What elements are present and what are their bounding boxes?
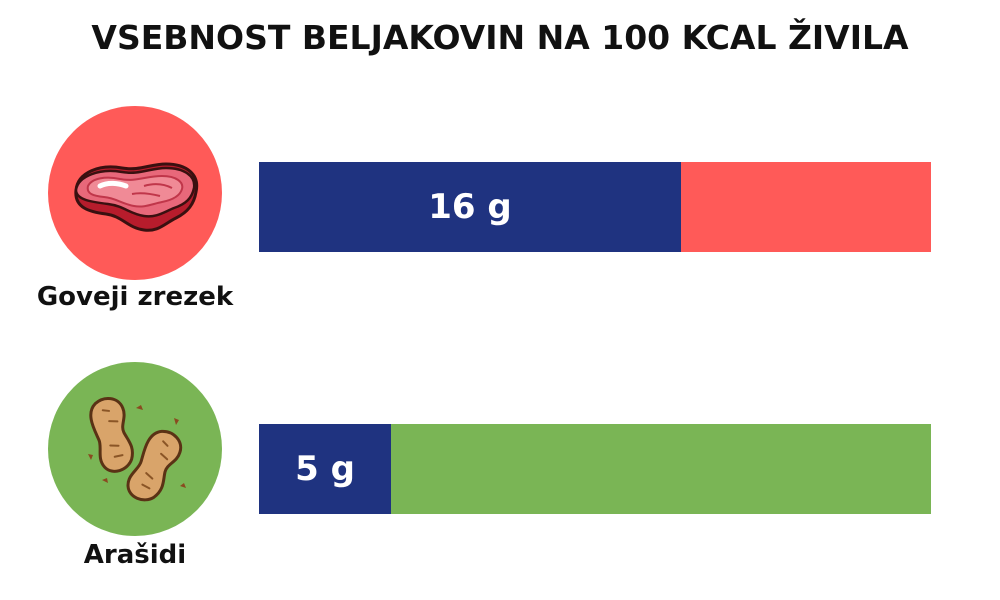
bar-row-beef: Goveji zrezek 16 g	[0, 106, 1000, 316]
bar	[259, 162, 681, 252]
bar-track: 16 g	[259, 162, 931, 252]
bar-row-peanuts: Arašidi 5 g	[0, 362, 1000, 582]
data-label: 16 g	[428, 187, 512, 227]
steak-icon	[48, 106, 222, 280]
peanuts-icon	[48, 362, 222, 536]
chart-title: VSEBNOST BELJAKOVIN NA 100 KCAL ŽIVILA	[91, 18, 909, 57]
category-label: Arašidi	[83, 540, 187, 570]
bar	[259, 424, 391, 514]
peanuts-icon-graphic	[88, 397, 186, 502]
bar-track: 5 g	[259, 424, 931, 514]
category-label: Goveji zrezek	[36, 282, 234, 312]
steak-icon-graphic	[74, 162, 199, 232]
data-label: 5 g	[295, 449, 355, 489]
